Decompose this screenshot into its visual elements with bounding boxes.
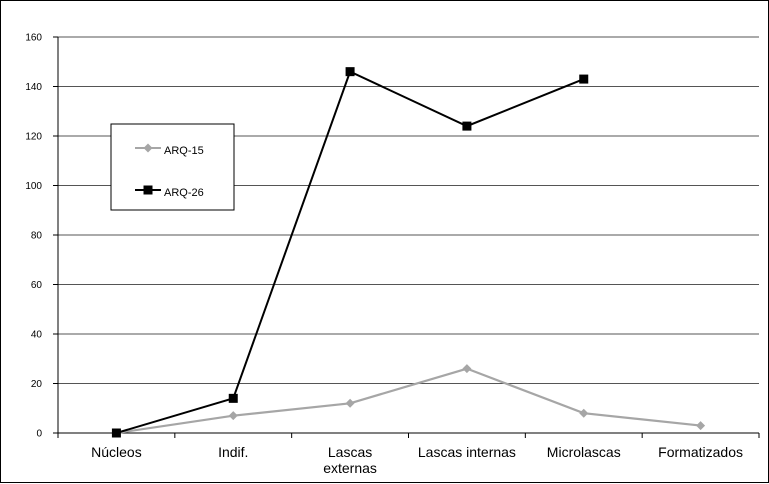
x-tick-label: Microlascas: [547, 444, 621, 460]
y-tick-label: 60: [31, 280, 43, 291]
series-layer: [111, 67, 706, 438]
axes: [53, 36, 760, 438]
legend-label: ARQ-26: [164, 187, 204, 199]
series-line: [116, 367, 701, 435]
y-tick-label: 160: [25, 33, 42, 44]
y-tick-label: 20: [31, 379, 43, 390]
y-tick-label: 140: [25, 82, 42, 93]
data-point: [228, 393, 238, 403]
x-tick-label: Lascas internas: [418, 444, 516, 460]
legend-label: ARQ-15: [164, 145, 204, 157]
y-tick-label: 0: [36, 429, 42, 440]
y-tick-label: 120: [25, 132, 42, 143]
data-point: [462, 364, 472, 374]
y-tick-label: 100: [25, 181, 42, 192]
x-tick-label: Núcleos: [91, 444, 142, 460]
legend-marker: [143, 185, 153, 195]
data-point: [579, 408, 589, 418]
x-tick-label: Lascas externas: [323, 444, 377, 476]
legend-marker: [143, 143, 153, 153]
data-point: [228, 411, 238, 421]
x-tick-labels: Núcleos Indif. Lascas externas Lascas intern…: [91, 444, 743, 476]
x-tick-label: Indif.: [218, 444, 248, 460]
series-arq-15: [111, 364, 706, 438]
data-point: [462, 121, 472, 131]
series-arq-26: [111, 67, 589, 438]
legend-item: ARQ-15: [135, 143, 204, 157]
y-tick-labels: 0 20 40 60 80 100 120 140 160: [25, 33, 42, 440]
legend-box: [110, 123, 235, 211]
data-point: [579, 74, 589, 84]
legend: ARQ-15 ARQ-26: [110, 123, 235, 211]
data-point: [111, 428, 121, 438]
y-tick-label: 40: [31, 330, 43, 341]
x-tick-label: Formatizados: [658, 444, 743, 460]
data-point: [345, 67, 355, 77]
data-point: [696, 421, 706, 431]
legend-item: ARQ-26: [135, 185, 204, 199]
y-tick-label: 80: [31, 231, 43, 242]
data-point: [345, 398, 355, 408]
